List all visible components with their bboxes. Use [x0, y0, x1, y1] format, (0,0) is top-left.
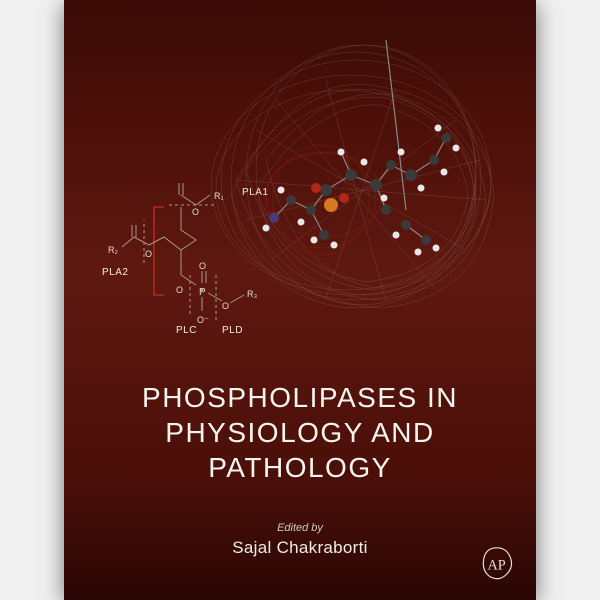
label-pla1: PLA1	[242, 187, 268, 198]
svg-text:P: P	[199, 287, 206, 298]
title-block: Phospholipases in Physiology and Patholo…	[64, 380, 536, 485]
svg-text:R₂: R₂	[108, 245, 118, 255]
ap-logo-icon: AP	[478, 544, 516, 582]
svg-text:O: O	[176, 285, 183, 295]
svg-text:O: O	[145, 249, 152, 259]
chemical-diagram: R₁ O R₂ O O P O O	[104, 175, 294, 345]
chem-structure-svg: R₁ O R₂ O O P O O	[104, 175, 294, 345]
title-line-3: Pathology	[104, 450, 496, 485]
label-pla2: PLA2	[102, 267, 128, 278]
svg-text:O: O	[222, 301, 229, 311]
svg-text:R₁: R₁	[214, 191, 224, 201]
publisher-logo: AP	[478, 544, 516, 582]
editor-block: Edited by Sajal Chakraborti	[64, 522, 536, 558]
title-line-2: Physiology and	[104, 415, 496, 450]
editor-name: Sajal Chakraborti	[64, 538, 536, 558]
edited-by-label: Edited by	[64, 522, 536, 534]
svg-text:O: O	[199, 261, 206, 271]
label-pld: PLD	[222, 325, 243, 336]
title-line-1: Phospholipases in	[104, 380, 496, 415]
svg-text:O⁻: O⁻	[197, 315, 209, 325]
svg-text:AP: AP	[488, 558, 506, 574]
svg-text:O: O	[192, 207, 199, 217]
book-cover: R₁ O R₂ O O P O O	[64, 0, 536, 600]
svg-text:R₃: R₃	[247, 289, 257, 299]
label-plc: PLC	[176, 325, 197, 336]
